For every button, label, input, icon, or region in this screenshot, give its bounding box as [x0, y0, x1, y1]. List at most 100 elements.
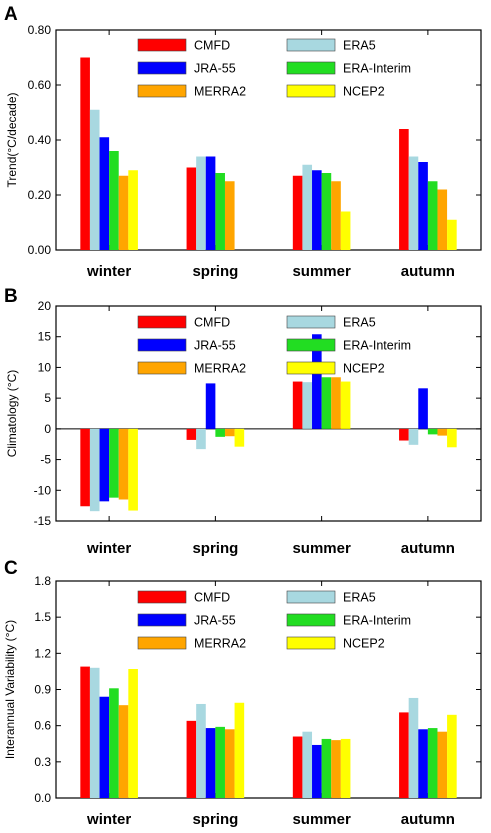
category-label-spring: spring: [192, 540, 238, 557]
bar-autumn-cmfd: [399, 712, 409, 798]
bar-autumn-era-interim: [427, 428, 438, 435]
bar-spring-merra2: [224, 181, 235, 250]
bar-summer-jra-55: [312, 334, 322, 429]
bar-spring-era-interim: [215, 173, 225, 250]
legend-swatch-cmfd: [137, 315, 187, 329]
chart-panel-b: B -15 -10 -5 0 5 10 15 20 Climatology (°C) winter s…: [4, 286, 482, 557]
bar-winter-ncep2: [128, 669, 138, 798]
legend-swatch-cmfd: [137, 38, 187, 52]
chart-panel-a: A 0.00 0.20 0.40 0.60 0.80 Trend(°C/decade) win…: [4, 4, 482, 280]
legend-label-cmfd: CMFD: [194, 316, 230, 330]
bar-summer-ncep2: [340, 211, 351, 250]
bar-summer-merra2: [331, 740, 341, 798]
bar-spring-ncep2: [234, 702, 245, 798]
legend-swatch-jra-55: [137, 613, 187, 627]
category-label-winter: winter: [86, 540, 131, 557]
category-label-autumn: autumn: [401, 811, 455, 828]
bar-autumn-cmfd: [399, 129, 409, 250]
y-tick-label: 20: [38, 299, 52, 313]
bar-autumn-era5: [408, 428, 419, 445]
bar-spring-jra-55: [205, 383, 216, 429]
category-label-summer: summer: [292, 540, 351, 557]
bar-autumn-era5: [408, 156, 419, 250]
legend-label-ncep2: NCEP2: [343, 362, 385, 376]
legend-label-era-interim: ERA-Interim: [343, 339, 411, 353]
bar-summer-era5: [302, 164, 313, 250]
bar-winter-era5: [89, 109, 100, 250]
bar-spring-cmfd: [186, 428, 197, 440]
y-tick-label: 10: [38, 360, 52, 374]
legend-swatch-jra-55: [137, 338, 187, 352]
y-tick-label: 0.6: [34, 719, 51, 733]
bar-winter-cmfd: [80, 428, 90, 507]
legend-label-ncep2: NCEP2: [343, 85, 385, 99]
panel-letter: B: [4, 286, 18, 307]
y-tick-label: 0.9: [34, 683, 51, 697]
bar-autumn-merra2: [437, 428, 448, 436]
bar-summer-era-interim: [321, 173, 332, 250]
bar-spring-cmfd: [186, 167, 197, 250]
category-label-autumn: autumn: [401, 540, 455, 557]
y-tick-label: 1.5: [34, 610, 51, 624]
bar-autumn-era-interim: [427, 728, 438, 798]
legend-swatch-ncep2: [286, 636, 336, 650]
legend-swatch-era5: [286, 38, 336, 52]
legend-label-jra-55: JRA-55: [194, 339, 236, 353]
legend-label-merra2: MERRA2: [194, 362, 246, 376]
bar-winter-era5: [89, 667, 100, 798]
bar-autumn-ncep2: [447, 714, 457, 798]
bar-summer-cmfd: [292, 381, 303, 429]
bar-spring-jra-55: [205, 156, 216, 250]
legend-swatch-merra2: [137, 636, 187, 650]
legend-label-jra-55: JRA-55: [194, 62, 236, 76]
bar-winter-cmfd: [80, 57, 90, 250]
bar-summer-cmfd: [292, 736, 303, 798]
legend-swatch-era5: [286, 315, 336, 329]
bar-spring-merra2: [224, 428, 235, 437]
bar-spring-era5: [196, 428, 206, 450]
bar-autumn-merra2: [437, 731, 448, 798]
bar-spring-ncep2: [234, 428, 245, 447]
bar-summer-era-interim: [321, 377, 332, 429]
bar-autumn-jra-55: [418, 162, 428, 250]
category-label-spring: spring: [192, 263, 238, 280]
legend-label-merra2: MERRA2: [194, 637, 246, 651]
bar-summer-merra2: [331, 377, 341, 429]
bar-winter-merra2: [118, 175, 129, 250]
legend-label-cmfd: CMFD: [194, 39, 230, 53]
chart-panel-c: C 0.0 0.3 0.6 0.9 1.2 1.5 1.8 Interannual Variab…: [3, 558, 482, 828]
y-tick-label: 0.0: [34, 791, 51, 805]
bar-winter-jra-55: [99, 428, 110, 502]
legend-swatch-era-interim: [286, 61, 336, 75]
bar-winter-era-interim: [109, 688, 119, 798]
bar-autumn-merra2: [437, 189, 448, 250]
category-label-summer: summer: [292, 263, 351, 280]
bar-summer-jra-55: [312, 744, 322, 798]
legend-swatch-ncep2: [286, 84, 336, 98]
y-tick-label: -15: [34, 514, 52, 528]
bar-autumn-jra-55: [418, 388, 428, 429]
bar-winter-merra2: [118, 428, 129, 500]
y-tick-label: 1.8: [34, 574, 51, 588]
legend-swatch-jra-55: [137, 61, 187, 75]
legend-label-jra-55: JRA-55: [194, 614, 236, 628]
category-label-autumn: autumn: [401, 263, 455, 280]
bar-autumn-ncep2: [447, 428, 457, 448]
y-tick-label: 0.60: [28, 78, 52, 92]
bar-spring-era5: [196, 703, 206, 798]
bar-autumn-era5: [408, 697, 419, 798]
bar-summer-era-interim: [321, 738, 332, 798]
bar-spring-cmfd: [186, 720, 197, 798]
y-tick-label: 0.3: [34, 755, 51, 769]
legend-swatch-ncep2: [286, 361, 336, 375]
y-tick-label: 1.2: [34, 646, 51, 660]
bar-winter-cmfd: [80, 666, 90, 798]
legend-swatch-era-interim: [286, 613, 336, 627]
bar-summer-era5: [302, 382, 313, 429]
panel-letter: A: [4, 4, 18, 25]
y-axis-label: Interannual Variability (°C): [3, 620, 17, 759]
legend-label-era-interim: ERA-Interim: [343, 614, 411, 628]
legend-label-merra2: MERRA2: [194, 85, 246, 99]
bar-winter-era5: [89, 428, 100, 512]
